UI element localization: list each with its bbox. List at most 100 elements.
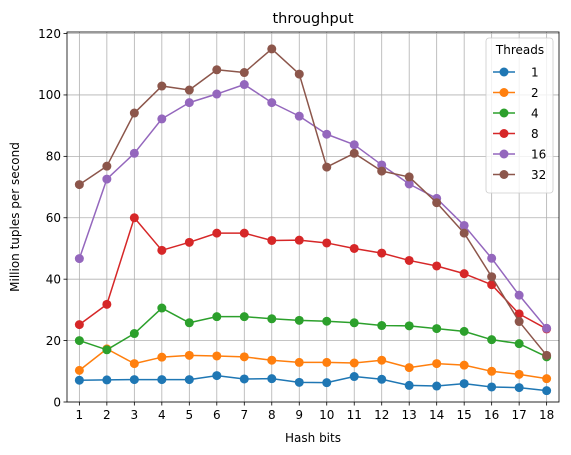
- x-tick-label: 13: [402, 408, 417, 422]
- y-tick-label: 60: [46, 211, 61, 225]
- x-tick-label: 9: [295, 408, 303, 422]
- data-point: [239, 312, 249, 322]
- data-point: [459, 228, 469, 238]
- x-tick-label: 16: [484, 408, 499, 422]
- data-point: [432, 261, 442, 271]
- data-point: [129, 148, 139, 158]
- plot-frame: [66, 31, 560, 403]
- data-point: [129, 329, 139, 339]
- data-point: [239, 228, 249, 238]
- legend-marker: [499, 88, 509, 97]
- x-tick-label: 12: [374, 408, 389, 422]
- data-point: [129, 375, 139, 385]
- data-point: [377, 248, 387, 258]
- data-point: [184, 98, 194, 108]
- data-point: [184, 318, 194, 328]
- data-point: [459, 326, 469, 336]
- data-point: [74, 254, 84, 264]
- legend-item: 2: [493, 86, 539, 100]
- legend-marker: [499, 170, 509, 179]
- data-point: [212, 89, 222, 99]
- chart-title: throughput: [272, 11, 353, 27]
- x-tick-label: 6: [213, 408, 221, 422]
- data-point: [542, 374, 552, 384]
- data-point: [322, 238, 332, 248]
- data-point: [102, 375, 112, 385]
- data-point: [349, 358, 359, 368]
- data-point: [404, 321, 414, 331]
- series-line: [79, 374, 547, 392]
- y-tick-label: 120: [38, 27, 61, 41]
- data-point: [157, 245, 167, 255]
- legend-label: 16: [531, 147, 546, 161]
- data-point: [487, 280, 497, 290]
- y-tick-label: 0: [53, 395, 61, 409]
- data-point: [404, 179, 414, 189]
- x-tick-label: 5: [185, 408, 193, 422]
- data-point: [157, 303, 167, 313]
- data-point: [542, 323, 552, 333]
- x-tick-label: 10: [319, 408, 334, 422]
- series-2: [74, 344, 552, 384]
- data-point: [404, 255, 414, 265]
- data-point: [322, 378, 332, 388]
- data-point: [294, 315, 304, 325]
- data-point: [487, 366, 497, 376]
- data-point: [459, 379, 469, 389]
- data-point: [432, 324, 442, 334]
- legend-title: Threads: [495, 43, 544, 57]
- y-tick-label: 100: [38, 88, 61, 102]
- data-point: [514, 339, 524, 349]
- legend-marker: [499, 67, 509, 77]
- data-point: [487, 272, 497, 282]
- data-point: [322, 357, 332, 367]
- data-point: [129, 359, 139, 369]
- data-point: [487, 253, 497, 263]
- data-point: [294, 111, 304, 121]
- data-point: [184, 350, 194, 360]
- data-point: [404, 380, 414, 390]
- data-point: [487, 382, 497, 392]
- series-layer: [74, 44, 552, 396]
- legend-item: 16: [493, 147, 546, 161]
- data-point: [157, 375, 167, 385]
- data-point: [267, 314, 277, 324]
- data-point: [514, 290, 524, 300]
- x-tick-label: 14: [429, 408, 444, 422]
- data-point: [239, 80, 249, 90]
- data-point: [239, 352, 249, 362]
- x-tick-label: 15: [457, 408, 472, 422]
- y-tick-label: 40: [46, 272, 61, 286]
- data-point: [184, 237, 194, 247]
- data-point: [377, 374, 387, 384]
- data-point: [487, 335, 497, 345]
- legend-item: 4: [493, 106, 539, 120]
- data-point: [212, 228, 222, 238]
- data-point: [294, 377, 304, 387]
- data-point: [212, 312, 222, 322]
- legend-item: 8: [493, 127, 539, 141]
- legend-item: 32: [493, 168, 546, 182]
- data-point: [542, 350, 552, 360]
- legend-label: 32: [531, 168, 546, 182]
- data-point: [377, 166, 387, 176]
- legend-label: 8: [531, 127, 539, 141]
- data-point: [267, 44, 277, 54]
- data-point: [322, 162, 332, 172]
- y-axis: 0 20 40 60 80 100 120: [38, 27, 67, 409]
- data-point: [459, 360, 469, 370]
- legend-marker: [499, 149, 509, 159]
- data-point: [74, 336, 84, 346]
- legend-label: 4: [531, 106, 539, 120]
- data-point: [267, 235, 277, 245]
- x-tick-label: 11: [347, 408, 362, 422]
- x-tick-label: 17: [512, 408, 527, 422]
- x-axis: 1 2 3 4 5 6 7 8 9 10 11 12 13 14 15 16 17 18: [76, 402, 554, 422]
- data-point: [377, 321, 387, 331]
- legend-label: 2: [531, 86, 539, 100]
- legend-label: 1: [531, 65, 539, 79]
- legend-item: 1: [493, 65, 539, 79]
- series-line: [78, 83, 548, 329]
- data-point: [377, 355, 387, 365]
